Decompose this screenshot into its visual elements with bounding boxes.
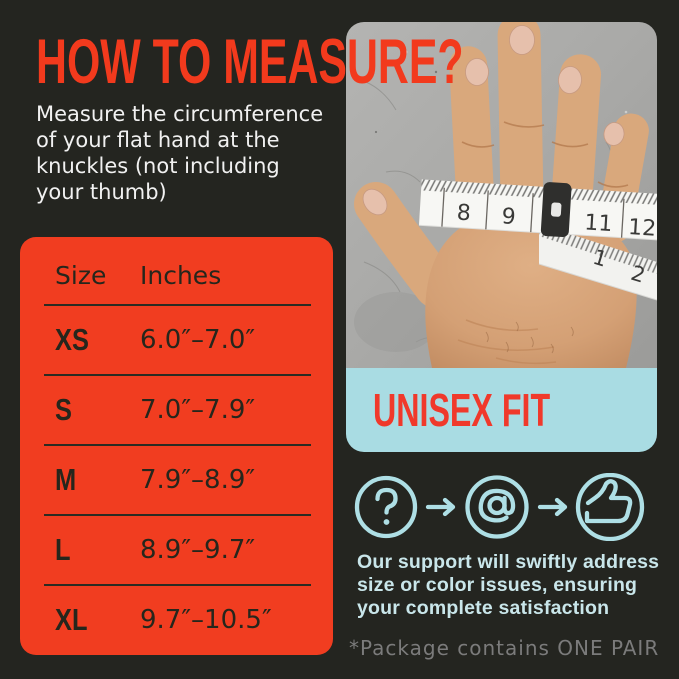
tape-number: 11	[584, 210, 613, 237]
size-cell: XL	[55, 602, 88, 637]
instruction-line: of your flat hand at the	[36, 128, 280, 152]
support-text-line: size or color issues, ensuring	[357, 574, 638, 596]
tape-number: 9	[501, 204, 517, 230]
unisex-fit-label: UNISEX FIT	[373, 384, 551, 436]
table-row: S 7.0″–7.9″	[20, 376, 333, 444]
instruction-line: knuckles (not including	[36, 154, 280, 178]
size-cell: XS	[55, 322, 89, 357]
unisex-fit-banner: UNISEX FIT	[346, 368, 657, 452]
fingernails	[465, 25, 625, 146]
hand-hairs	[485, 321, 574, 354]
column-header-size: Size	[55, 261, 107, 290]
size-cell: L	[55, 532, 71, 567]
thumbnail	[362, 188, 388, 216]
arrow-right-icon	[537, 497, 568, 517]
inches-cell: 9.7″–10.5″	[140, 605, 272, 635]
thumbs-up-circle-icon	[575, 473, 645, 541]
size-chart-header: Size Inches	[20, 237, 333, 304]
row-divider	[44, 584, 311, 586]
hand-photo: 1 2 8 9 11 12	[346, 22, 657, 368]
inches-cell: 6.0″–7.0″	[140, 325, 256, 355]
size-chart-table: Size Inches XS 6.0″–7.0″ S 7.0″–7.9″ M 7…	[20, 237, 333, 655]
inches-cell: 8.9″–9.7″	[140, 535, 256, 565]
tape-measure-main-band: 8 9 11 12	[418, 179, 657, 242]
page-title: HOW TO MEASURE?	[36, 31, 665, 94]
table-row: XS 6.0″–7.0″	[20, 306, 333, 374]
inches-cell: 7.0″–7.9″	[140, 395, 256, 425]
support-text: Our support will swiftly address size or…	[357, 551, 659, 620]
row-divider	[44, 374, 311, 376]
at-circle-icon	[465, 475, 529, 539]
instruction-line: your thumb)	[36, 180, 167, 204]
table-row: XL 9.7″–10.5″	[20, 586, 333, 654]
tape-number: 12	[627, 215, 656, 242]
concrete-stain	[354, 292, 438, 352]
package-note: *Package contains ONE PAIR	[349, 636, 660, 660]
support-text-line: your complete satisfaction	[357, 597, 610, 619]
size-cell: S	[55, 392, 72, 427]
hand-wrinkles	[457, 319, 557, 365]
tape-measure-lower-band: 1 2	[538, 224, 657, 301]
table-row: L 8.9″–9.7″	[20, 516, 333, 584]
tape-number: 8	[456, 201, 472, 227]
arrow-right-icon	[425, 497, 456, 517]
table-row: M 7.9″–8.9″	[20, 446, 333, 514]
size-cell: M	[55, 462, 77, 497]
measure-instructions: Measure the circumference of your flat h…	[36, 101, 323, 205]
column-header-inches: Inches	[140, 261, 222, 290]
support-text-line: Our support will swiftly address	[357, 551, 660, 573]
page-title-text: HOW TO MEASURE?	[36, 27, 464, 97]
support-icons	[354, 473, 645, 541]
question-circle-icon	[354, 475, 418, 539]
instruction-line: Measure the circumference	[36, 102, 324, 126]
row-divider	[44, 304, 311, 306]
inches-cell: 7.9″–8.9″	[140, 465, 256, 495]
row-divider	[44, 444, 311, 446]
row-divider	[44, 514, 311, 516]
hand-photo-card: 1 2 8 9 11 12 UN	[346, 22, 657, 452]
